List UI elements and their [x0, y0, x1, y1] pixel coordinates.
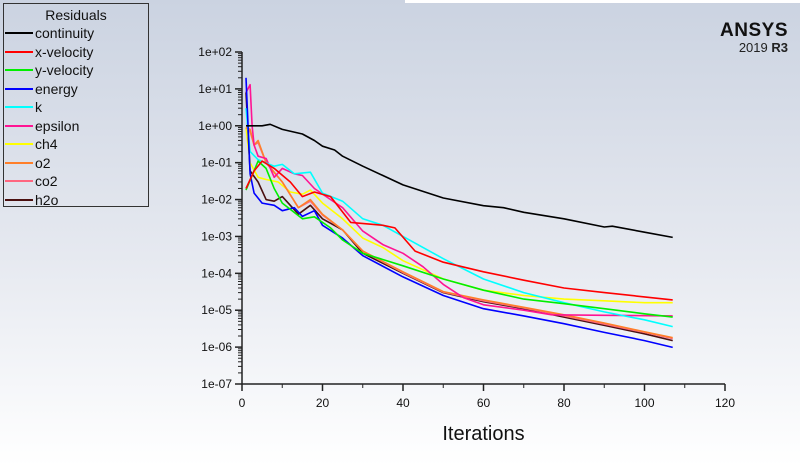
series-line-co2: [245, 126, 673, 340]
x-tick-label: 80: [557, 396, 571, 410]
legend-item-co2: co2: [4, 172, 148, 191]
legend-item-x-velocity: x-velocity: [4, 43, 148, 62]
version-release: R3: [771, 40, 788, 55]
legend-label: k: [35, 99, 42, 116]
legend-swatch: [5, 180, 33, 183]
legend-swatch: [5, 32, 33, 35]
series-line-k: [245, 108, 673, 328]
legend-label: ch4: [35, 136, 58, 153]
legend-swatch: [5, 50, 33, 53]
series-line-o2: [245, 126, 673, 339]
legend-item-o2: o2: [4, 154, 148, 173]
y-tick-label: 1e+00: [198, 119, 232, 133]
y-tick-label: 1e-07: [201, 377, 232, 391]
x-tick-label: 0: [239, 396, 246, 410]
series-line-y-velocity: [245, 160, 673, 318]
legend-item-continuity: continuity: [4, 24, 148, 43]
y-tick-label: 1e+02: [198, 45, 232, 59]
series-line-continuity: [246, 123, 673, 239]
legend-item-k: k: [4, 98, 148, 117]
y-tick-label: 1e-04: [201, 266, 232, 280]
logo-brand: ANSYS: [720, 20, 788, 41]
series-line-ch4: [245, 127, 673, 304]
y-tick-label: 1e-03: [201, 229, 232, 243]
legend-swatch: [5, 143, 33, 146]
legend-label: o2: [35, 154, 51, 171]
legend-swatch: [5, 87, 33, 90]
legend-label: x-velocity: [35, 43, 94, 60]
series-line-h2o: [245, 92, 673, 342]
legend-label: energy: [35, 80, 78, 97]
x-tick-label: 20: [316, 396, 330, 410]
legend-label: continuity: [35, 25, 95, 42]
legend-label: h2o: [35, 191, 59, 208]
legend-swatch: [5, 69, 33, 72]
x-tick-label: 120: [715, 396, 735, 410]
top-strip: [405, 0, 800, 3]
legend-item-h2o: h2o: [4, 191, 148, 210]
legend-item-ch4: ch4: [4, 135, 148, 154]
logo-version: 2019 R3: [720, 40, 788, 55]
series-line-energy: [245, 77, 673, 349]
x-tick-label: 40: [396, 396, 410, 410]
x-tick-label: 100: [634, 396, 654, 410]
legend-label: y-velocity: [35, 62, 94, 79]
ansys-logo: ANSYS 2019 R3: [720, 20, 788, 55]
legend-label: co2: [35, 173, 58, 190]
legend-label: epsilon: [35, 117, 80, 134]
y-tick-label: 1e-06: [201, 340, 232, 354]
y-tick-label: 1e-02: [201, 193, 232, 207]
y-tick-label: 1e-01: [201, 156, 232, 170]
legend-item-y-velocity: y-velocity: [4, 61, 148, 80]
version-year: 2019: [738, 40, 768, 55]
legend-item-energy: energy: [4, 80, 148, 99]
x-tick-label: 60: [477, 396, 491, 410]
y-tick-label: 1e+01: [198, 82, 232, 96]
legend-title: Residuals: [45, 7, 107, 23]
legend: Residuals continuity x-velocity y-velocity…: [3, 3, 149, 210]
legend-swatch: [5, 124, 33, 127]
legend-item-epsilon: epsilon: [4, 117, 148, 136]
legend-swatch: [5, 161, 33, 164]
y-tick-label: 1e-05: [201, 303, 232, 317]
x-axis-title: Iterations: [442, 423, 524, 445]
legend-swatch: [5, 106, 33, 109]
series-line-x-velocity: [245, 160, 673, 301]
legend-swatch: [5, 198, 33, 201]
